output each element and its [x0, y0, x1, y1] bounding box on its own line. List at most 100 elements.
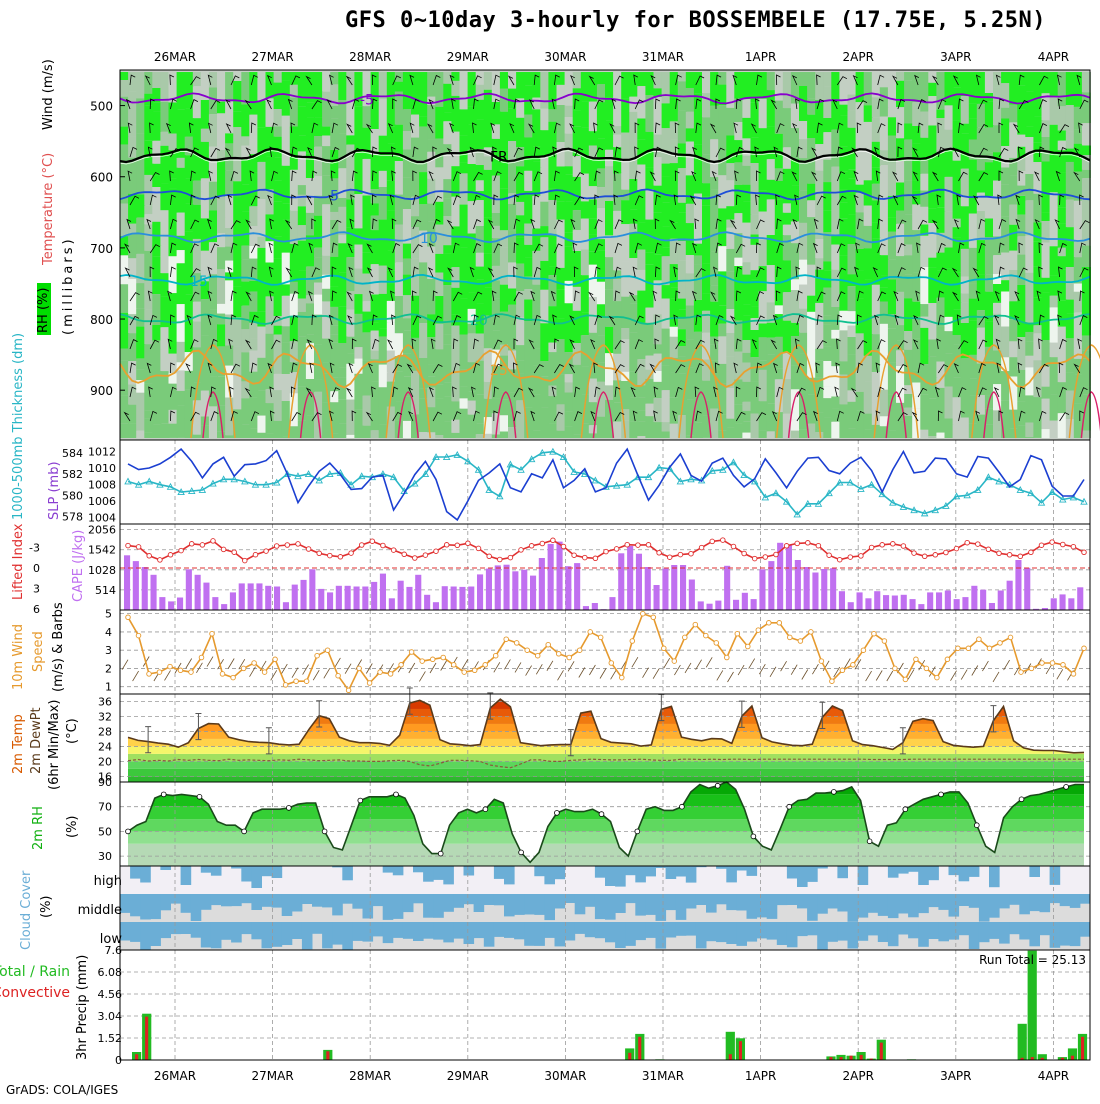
cloud-cell: [979, 894, 990, 922]
cloud-cell: [555, 894, 566, 909]
cloud-cell: [848, 922, 859, 949]
rh2m-point: [1064, 785, 1069, 790]
wind-speed-series-point: [598, 635, 603, 640]
rh-cell: [985, 425, 994, 438]
cloud-cell: [332, 894, 343, 915]
rh-cell: [241, 425, 250, 438]
rh-cell: [160, 350, 169, 371]
cloud-cell: [251, 894, 262, 910]
wind-speed-series-point: [252, 661, 257, 666]
rh-cell: [718, 364, 727, 384]
cape-bar: [627, 546, 633, 610]
cape-bar: [971, 586, 977, 610]
rh-cell: [573, 156, 582, 177]
rh-cell: [290, 98, 299, 127]
rh-cell: [686, 88, 695, 112]
rh-cell: [670, 327, 679, 337]
rh-cell: [799, 223, 808, 260]
rh-cell: [799, 260, 808, 285]
wind-speed-series-point: [693, 622, 698, 627]
rh-cell: [346, 353, 355, 363]
pressure-tick-label: 500: [90, 100, 113, 114]
wind-speed-series-point: [189, 670, 194, 675]
wind-barb-10m: [972, 666, 978, 676]
rh-cell: [460, 237, 469, 248]
cloud-cell: [969, 866, 980, 877]
rh-cell: [557, 202, 566, 220]
rh-cell: [670, 288, 679, 298]
wind-speed-series-point: [273, 657, 278, 662]
cloud-cell: [666, 894, 677, 910]
rh-cell: [831, 199, 840, 236]
rh-cell: [346, 435, 355, 438]
temp2m-axis-label: (°C): [65, 718, 80, 744]
rh-cell: [613, 83, 622, 96]
cloud-cell: [585, 894, 596, 907]
rh-cell: [177, 263, 186, 279]
cloud-cell: [625, 866, 636, 875]
wind-barb-10m: [653, 669, 659, 679]
cloud-cell: [555, 866, 566, 879]
wind-barb-10m: [324, 668, 330, 678]
rh2m-point: [787, 804, 792, 809]
rh-cell: [266, 434, 275, 438]
cape-bar: [954, 599, 960, 610]
cloud-cell: [262, 922, 273, 948]
rh-cell: [993, 152, 1002, 180]
rh-cell: [233, 346, 242, 375]
wind-speed-series-point: [924, 666, 929, 671]
lifted-index-series-point: [795, 541, 800, 546]
rh-cell: [1042, 321, 1051, 340]
cloud-cell: [504, 866, 515, 884]
rh-cell: [945, 269, 954, 294]
rh-band: [120, 794, 1090, 806]
grads-credit: GrADS: COLA/IGES: [6, 1083, 118, 1097]
precip-convective-bar: [860, 1055, 863, 1060]
rh-cell: [799, 285, 808, 309]
cloud-cell: [544, 894, 555, 920]
lifted-index-series-point: [317, 551, 322, 556]
rh-cell: [678, 72, 687, 81]
lifted-index-series-point: [349, 551, 354, 556]
lifted-index-series-point: [200, 543, 205, 548]
wind-speed-series-point: [830, 679, 835, 684]
wind-speed-series-point: [409, 650, 414, 655]
cape-bar: [433, 602, 439, 610]
cloud-cell: [413, 894, 424, 903]
rh-cell: [710, 177, 719, 190]
rh-cell: [152, 325, 161, 340]
cloud-cell: [241, 866, 252, 882]
rh-cell: [1017, 285, 1026, 318]
rh-cell: [694, 265, 703, 300]
rh-cell: [266, 241, 275, 262]
precip-total-bar: [1018, 1024, 1027, 1060]
rh-cell: [856, 411, 865, 438]
cloud-cell: [676, 894, 687, 920]
rh-cell: [185, 389, 194, 418]
rh-cell: [1042, 120, 1051, 137]
lifted-index-series-point: [721, 538, 726, 543]
wind-speed-series-point: [441, 655, 446, 660]
precip-total-bar: [1028, 951, 1037, 1060]
rh-cell: [678, 110, 687, 143]
cloud-cell: [615, 922, 626, 948]
rh-cell: [209, 406, 218, 438]
cloud-cell: [191, 922, 202, 938]
rh-cell: [233, 376, 242, 410]
rh-cell: [953, 273, 962, 310]
rh-cell: [654, 135, 663, 158]
rh-cell: [249, 206, 258, 226]
rh-cell: [904, 394, 913, 408]
rh-cell: [945, 294, 954, 317]
rh-cell: [330, 326, 339, 334]
rh-cell: [354, 314, 363, 347]
rh-cell: [751, 357, 760, 381]
rh-cell: [775, 305, 784, 314]
rh-cell: [1001, 184, 1010, 216]
rh-cell: [419, 92, 428, 117]
rh-cell: [524, 321, 533, 354]
cape-bar: [654, 585, 660, 610]
rh2m-axis-unit: (%): [65, 816, 80, 839]
rh-cell: [856, 298, 865, 333]
rh-cell: [896, 211, 905, 224]
